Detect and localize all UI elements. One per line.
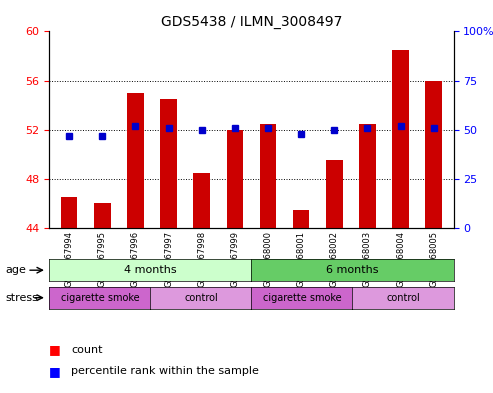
Bar — [392, 50, 409, 228]
Bar — [127, 93, 144, 228]
Text: control: control — [184, 293, 218, 303]
Text: control: control — [386, 293, 420, 303]
Bar — [193, 173, 210, 228]
Bar — [61, 197, 77, 228]
Bar — [326, 160, 343, 228]
Bar — [160, 99, 177, 228]
Bar — [94, 204, 110, 228]
Bar — [359, 123, 376, 228]
Text: percentile rank within the sample: percentile rank within the sample — [71, 366, 259, 376]
Bar — [260, 123, 276, 228]
Text: ■: ■ — [49, 365, 61, 378]
Title: GDS5438 / ILMN_3008497: GDS5438 / ILMN_3008497 — [161, 15, 342, 29]
Text: stress: stress — [5, 293, 38, 303]
Text: 4 months: 4 months — [124, 265, 176, 275]
Text: cigarette smoke: cigarette smoke — [263, 293, 341, 303]
Bar — [227, 130, 243, 228]
Text: cigarette smoke: cigarette smoke — [61, 293, 139, 303]
Bar — [425, 81, 442, 228]
Text: 6 months: 6 months — [326, 265, 379, 275]
Bar — [293, 209, 310, 228]
Text: age: age — [5, 265, 26, 275]
Text: ■: ■ — [49, 343, 61, 356]
Text: count: count — [71, 345, 103, 355]
